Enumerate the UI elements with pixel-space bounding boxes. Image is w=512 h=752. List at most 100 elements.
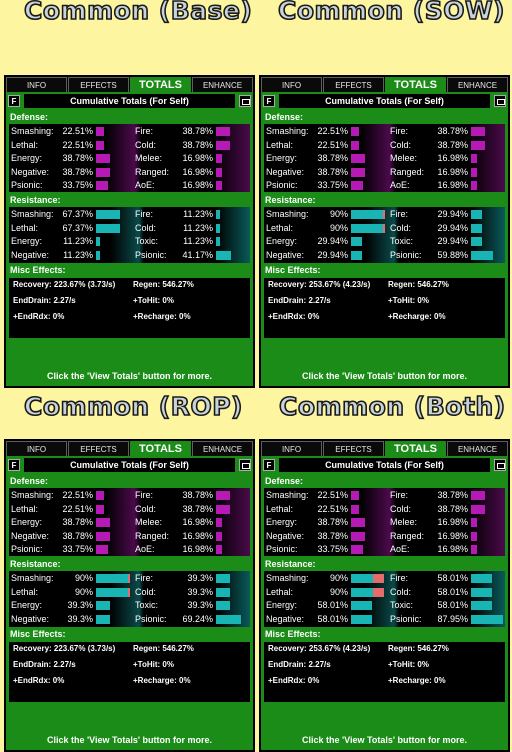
misc-effects-box: Recovery: 253.67% (4.23/s) Regen: 546.27%… — [264, 642, 505, 702]
resistance-right-value: 58.01% — [437, 586, 468, 597]
misc-effects-label: Misc Effects: — [265, 629, 321, 639]
defense-right-bar — [471, 140, 485, 150]
resistance-right-label: Toxic: — [135, 236, 159, 246]
defense-left-label: Psionic: — [266, 544, 298, 554]
defense-left-bar — [351, 181, 363, 190]
window-toggle-icon[interactable] — [239, 459, 251, 471]
defense-row: Smashing: 22.51% Fire: 38.78% — [264, 125, 505, 138]
float-button[interactable]: F — [263, 459, 275, 471]
tab-enhance[interactable]: ENHANCE — [192, 77, 253, 92]
tab-info[interactable]: INFO — [6, 441, 67, 456]
resistance-right-label: Cold: — [390, 586, 412, 597]
resistance-left-bar — [96, 210, 120, 219]
defense-right-bar — [471, 491, 485, 500]
resistance-right-label: Cold: — [390, 222, 412, 233]
totals-title: Cumulative Totals (For Self) — [279, 458, 490, 472]
resistance-right-label: Fire: — [390, 209, 408, 219]
resistance-right-bar — [216, 250, 231, 260]
resistance-row: Smashing: 90% Fire: 29.94% — [264, 208, 505, 221]
tab-info[interactable]: INFO — [261, 441, 322, 456]
defense-right-label: Fire: — [135, 490, 153, 500]
defense-right-label: Fire: — [390, 126, 408, 136]
misc-tohit: +ToHit: 0% — [388, 660, 429, 669]
tab-info[interactable]: INFO — [261, 77, 322, 92]
defense-right-value: 16.98% — [437, 517, 468, 527]
resistance-left-bar — [96, 223, 120, 233]
tab-enhance[interactable]: ENHANCE — [447, 77, 508, 92]
resistance-overcap-bar — [128, 574, 130, 583]
tab-enhance[interactable]: ENHANCE — [447, 441, 508, 456]
defense-left-label: Psionic: — [11, 544, 43, 554]
resistance-left-bar — [96, 574, 128, 583]
float-button[interactable]: F — [263, 95, 275, 107]
resistance-right-label: Psionic: — [390, 249, 422, 260]
resistance-right-bar — [216, 587, 230, 597]
resistance-row: Lethal: 67.37% Cold: 11.23% — [9, 222, 250, 235]
defense-right-value: 16.98% — [182, 166, 213, 177]
defense-left-bar — [96, 154, 110, 163]
tab-totals[interactable]: TOTALS — [385, 77, 446, 92]
defense-right-label: AoE: — [390, 180, 410, 190]
float-button[interactable]: F — [8, 459, 20, 471]
resistance-right-label: Psionic: — [135, 613, 167, 624]
resistance-left-bar — [351, 601, 372, 610]
defense-row: Smashing: 22.51% Fire: 38.78% — [9, 125, 250, 138]
tab-effects[interactable]: EFFECTS — [323, 441, 384, 456]
tab-effects[interactable]: EFFECTS — [323, 77, 384, 92]
defense-right-value: 16.98% — [437, 166, 468, 177]
defense-right-value: 38.78% — [437, 126, 468, 136]
totals-window: INFO EFFECTS TOTALS ENHANCE F Cumulative Tota… — [259, 75, 510, 388]
defense-box: Smashing: 22.51% Fire: 38.78% Lethal: 22.51% C… — [9, 124, 250, 192]
resistance-left-value: 90% — [329, 222, 348, 233]
tab-enhance[interactable]: ENHANCE — [192, 441, 253, 456]
misc-regen: Regen: 546.27% — [388, 644, 449, 653]
resistance-right-bar — [471, 601, 492, 610]
totals-body: F Cumulative Totals (For Self) Defense: Sma… — [261, 92, 508, 386]
defense-label: Defense: — [265, 476, 304, 486]
tab-totals[interactable]: TOTALS — [385, 441, 446, 456]
resistance-row: Negative: 29.94% Psionic: 59.88% — [264, 249, 505, 262]
resistance-left-label: Lethal: — [266, 222, 294, 233]
tab-effects[interactable]: EFFECTS — [68, 77, 129, 92]
resistance-left-label: Energy: — [11, 600, 43, 610]
resistance-right-value: 87.95% — [437, 613, 468, 624]
defense-left-value: 22.51% — [317, 490, 348, 500]
defense-right-label: Ranged: — [390, 530, 425, 541]
window-toggle-icon[interactable] — [494, 459, 506, 471]
misc-recovery: Recovery: 223.67% (3.73/s) — [13, 280, 116, 289]
defense-right-bar — [471, 518, 477, 527]
resistance-left-bar — [96, 614, 110, 624]
defense-left-bar — [351, 504, 359, 514]
defense-left-value: 22.51% — [317, 139, 348, 150]
resistance-right-label: Fire: — [135, 573, 153, 583]
defense-right-bar — [216, 154, 222, 163]
window-toggle-icon[interactable] — [239, 95, 251, 107]
tab-info[interactable]: INFO — [6, 77, 67, 92]
resistance-row: Lethal: 90% Cold: 39.3% — [9, 586, 250, 599]
float-button[interactable]: F — [8, 95, 20, 107]
resistance-right-value: 58.01% — [437, 573, 468, 583]
resistance-right-value: 59.88% — [437, 249, 468, 260]
defense-left-label: Negative: — [266, 530, 305, 541]
totals-header: F Cumulative Totals (For Self) — [6, 94, 253, 109]
defense-row: Lethal: 22.51% Cold: 38.78% — [264, 503, 505, 516]
tab-totals[interactable]: TOTALS — [130, 77, 191, 92]
window-toggle-icon[interactable] — [494, 95, 506, 107]
defense-right-value: 16.98% — [182, 517, 213, 527]
resistance-right-value: 58.01% — [437, 600, 468, 610]
defense-row: Lethal: 22.51% Cold: 38.78% — [9, 503, 250, 516]
defense-left-value: 33.75% — [62, 180, 93, 190]
misc-endrdx: +EndRdx: 0% — [13, 676, 65, 685]
misc-regen: Regen: 546.27% — [133, 644, 194, 653]
tab-effects[interactable]: EFFECTS — [68, 441, 129, 456]
resistance-right-bar — [216, 574, 230, 583]
defense-row: Negative: 38.78% Ranged: 16.98% — [264, 166, 505, 179]
defense-label: Defense: — [265, 112, 304, 122]
totals-title: Cumulative Totals (For Self) — [24, 458, 235, 472]
resistance-label: Resistance: — [265, 195, 316, 205]
resistance-right-bar — [471, 574, 492, 583]
resistance-left-value: 29.94% — [317, 249, 348, 260]
tab-totals[interactable]: TOTALS — [130, 441, 191, 456]
defense-right-bar — [216, 181, 222, 190]
resistance-left-label: Lethal: — [266, 586, 294, 597]
